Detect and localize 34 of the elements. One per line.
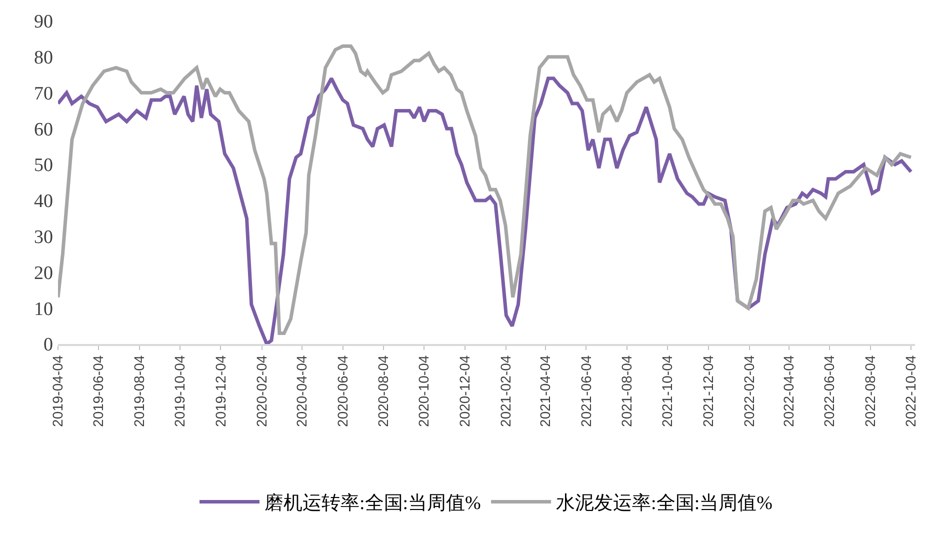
y-tick-label: 20 [34,262,53,284]
x-tick-label: 2020-02-04 [254,355,270,427]
x-tick-label: 2021-10-04 [659,355,676,427]
x-tick-label: 2022-04-04 [780,355,796,427]
x-tick-label: 2021-12-04 [700,355,716,427]
y-tick-label: 80 [34,48,53,69]
x-tick-label: 2021-02-04 [498,355,514,427]
x-tick-label: 2020-04-04 [294,355,310,427]
y-tick-label: 40 [34,191,53,212]
x-tick-label: 2021-06-04 [578,355,594,427]
x-tick-label: 2021-08-04 [618,355,634,427]
x-tick-label: 2020-06-04 [334,355,350,427]
x-tick-label: 2020-12-04 [456,355,472,427]
legend-label: 磨机运转率:全国:当周值% [264,492,482,514]
y-tick-label: 0 [44,334,53,356]
y-tick-label: 60 [34,119,53,140]
x-tick-label: 2020-08-04 [375,355,392,427]
y-tick-label: 10 [34,298,53,320]
y-tick-label: 30 [34,226,53,248]
x-tick-label: 2019-08-04 [130,355,147,427]
x-tick-label: 2019-06-04 [90,355,106,427]
x-tick-label: 2021-04-04 [537,355,554,427]
y-tick-label: 90 [34,12,53,33]
x-tick-label: 2022-06-04 [821,355,838,427]
x-tick-label: 2019-12-04 [212,355,228,427]
x-tick-label: 2019-04-04 [50,355,66,427]
y-tick-label: 70 [34,83,53,104]
x-tick-label: 2020-10-04 [416,355,432,427]
x-tick-label: 2022-10-04 [902,355,919,427]
y-tick-label: 50 [34,155,53,176]
x-tick-label: 2022-08-04 [862,355,878,427]
x-tick-label: 2022-02-04 [741,355,758,427]
x-tick-label: 2019-10-04 [172,355,188,427]
legend-label: 水泥发运率:全国:当周值% [556,492,773,514]
